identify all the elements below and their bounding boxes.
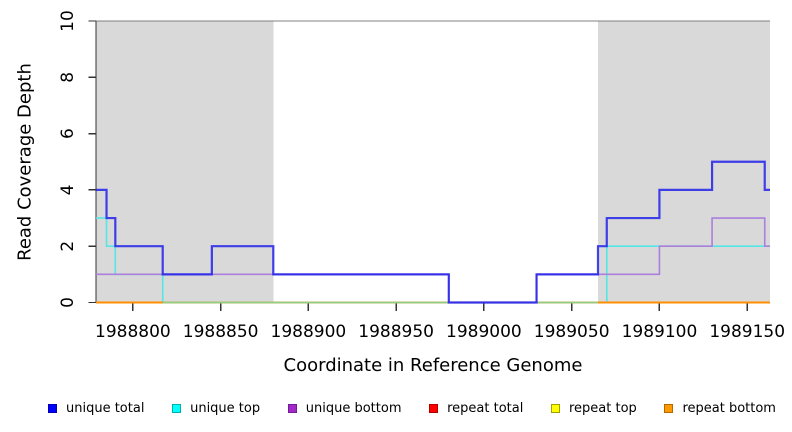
plot-dynamic-layer: 1988800 1988850 1988900 1988950 1989000 19890…: [58, 10, 785, 342]
y-axis-label: Read Coverage Depth: [14, 63, 35, 261]
plot-svg: 1988800 1988850 1988900 1988950 1989000 19890…: [14, 10, 785, 376]
x-tick-label: 1988800: [95, 322, 171, 342]
legend-swatch-repeat-top: [551, 403, 560, 413]
series-unique-total: [96, 160, 770, 304]
y-tick-label: 10: [58, 10, 78, 32]
legend-label: repeat top: [569, 400, 637, 416]
legend-item-repeat-total: repeat total: [429, 401, 523, 416]
legend-swatch-unique-bottom: [287, 403, 297, 413]
legend-label: repeat bottom: [682, 400, 776, 416]
legend-label: unique bottom: [305, 400, 402, 416]
highlight-region: [96, 21, 274, 303]
x-tick-label: 1988950: [358, 322, 434, 342]
legend-item-unique-total: unique total: [48, 401, 144, 416]
legend-label: unique top: [190, 400, 261, 416]
x-axis-label: Coordinate in Reference Genome: [284, 355, 583, 376]
legend-swatch-unique-total: [48, 403, 57, 413]
x-tick-label: 1989100: [622, 322, 698, 342]
y-tick-label: 2: [58, 241, 78, 252]
legend: unique total unique top unique bottom repea…: [0, 392, 792, 424]
x-tick-label: 1989000: [446, 322, 522, 342]
legend-item-repeat-top: repeat top: [551, 401, 637, 416]
x-tick-label: 1989050: [534, 322, 610, 342]
y-tick-label: 8: [58, 72, 78, 83]
legend-item-repeat-bottom: repeat bottom: [664, 401, 776, 416]
legend-item-unique-bottom: unique bottom: [287, 400, 402, 416]
x-tick-label: 1988850: [183, 322, 259, 342]
legend-swatch-unique-top: [172, 403, 182, 413]
legend-label: repeat total: [447, 400, 524, 416]
legend-swatch-repeat-total: [429, 403, 439, 413]
y-tick-label: 4: [58, 184, 78, 195]
legend-label: unique total: [66, 400, 145, 416]
y-tick-label: 6: [58, 128, 78, 139]
x-tick-label: 1989150: [709, 322, 785, 342]
x-tick-label: 1988900: [271, 322, 347, 342]
legend-item-unique-top: unique top: [172, 401, 260, 416]
legend-swatch-repeat-bottom: [664, 403, 674, 413]
y-tick-label: 0: [58, 297, 78, 308]
